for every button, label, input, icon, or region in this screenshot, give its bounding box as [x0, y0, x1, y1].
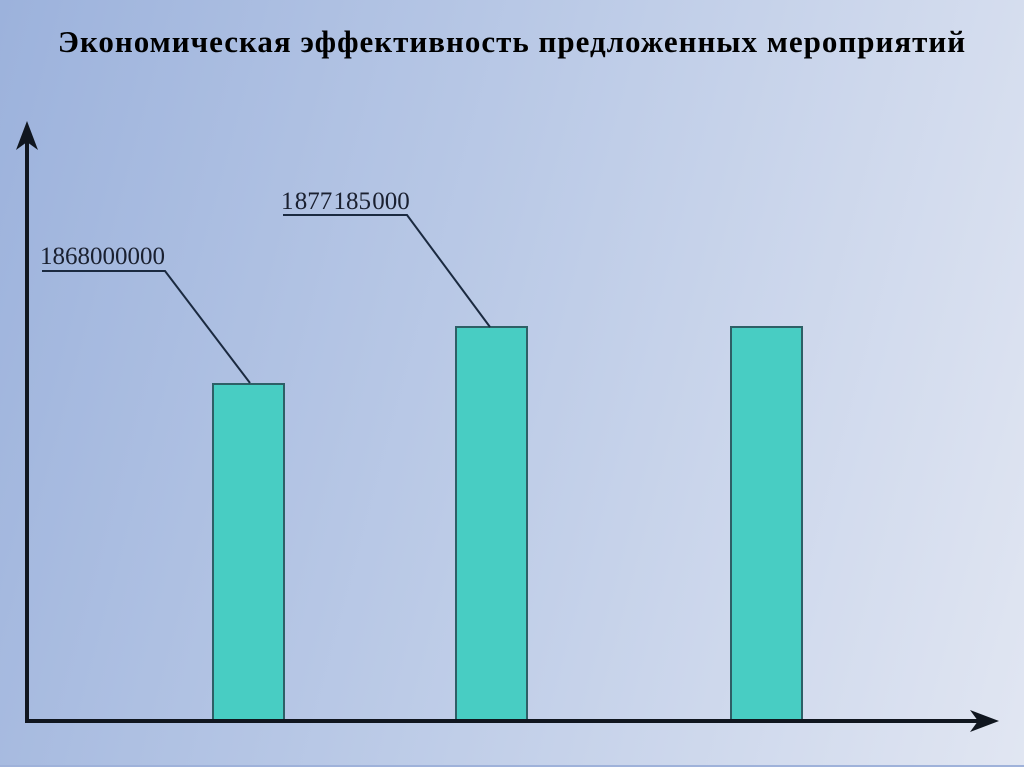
y-axis-arrowhead-icon: [16, 121, 38, 150]
callout-leader-line-bar2: [283, 214, 491, 328]
bar-2: [455, 326, 528, 721]
data-label-bar2: 1 877 185 000: [281, 188, 410, 215]
slide-bottom-edge: [0, 765, 1024, 767]
callout-leader-line-bar1: [42, 270, 251, 384]
bar-3: [730, 326, 803, 721]
data-label-bar1: 1868000000: [40, 243, 165, 270]
x-axis-arrowhead-icon: [970, 710, 999, 732]
slide-title: Экономическая эффективность предложенных…: [57, 24, 967, 59]
bar-1: [212, 383, 285, 721]
